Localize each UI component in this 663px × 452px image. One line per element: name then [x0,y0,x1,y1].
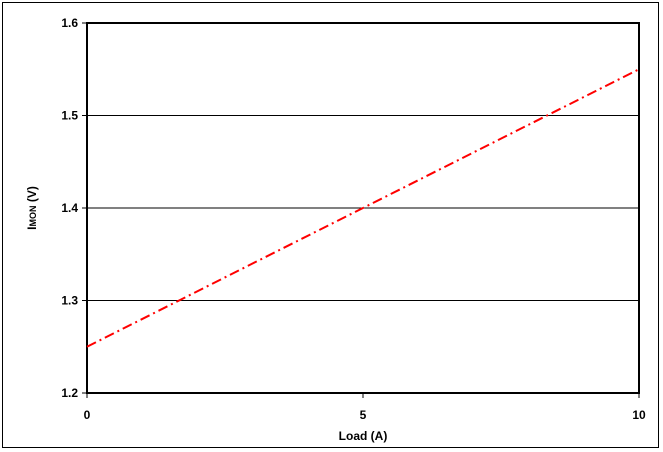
y-tick-label: 1.4 [61,201,78,215]
x-tick-label: 5 [360,408,367,422]
x-tick-labels: 0 5 10 [84,393,646,422]
y-axis-title: IMON (V) [25,186,39,230]
series-line [86,68,640,348]
series-layer [86,68,640,348]
chart-frame [2,2,659,448]
x-tick-label: 0 [84,408,91,422]
y-tick-label: 1.5 [61,109,78,123]
x-axis-title: Load (A) [339,429,388,443]
y-tick-label: 1.3 [61,294,78,308]
y-tick-label: 1.6 [61,16,78,30]
x-tick-label: 10 [632,408,646,422]
y-tick-labels: 1.2 1.3 1.4 1.5 1.6 [61,16,87,400]
y-tick-label: 1.2 [61,386,78,400]
